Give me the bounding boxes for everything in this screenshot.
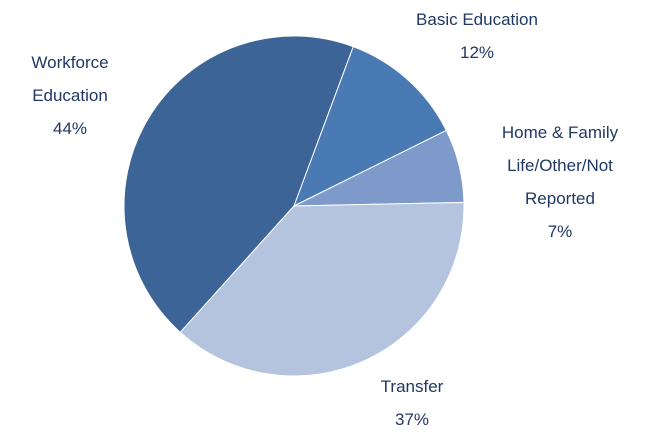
pie-slice bbox=[293, 46, 447, 208]
pie-slice bbox=[179, 201, 465, 377]
category-label: Transfer bbox=[380, 377, 444, 396]
value-label: 7% bbox=[547, 222, 573, 241]
pie-slice bbox=[123, 35, 354, 334]
slice-label: Basic Education 12% bbox=[377, 3, 577, 69]
category-label: Workforce Education bbox=[31, 53, 109, 105]
category-label: Basic Education bbox=[416, 10, 538, 29]
slice-label: Transfer 37% bbox=[332, 370, 492, 436]
category-label: Home & Family Life/Other/Not Reported bbox=[501, 123, 619, 208]
value-label: 44% bbox=[52, 119, 88, 138]
value-label: 37% bbox=[394, 410, 430, 429]
value-label: 12% bbox=[459, 43, 495, 62]
slice-label: Workforce Education 44% bbox=[10, 46, 130, 145]
slice-label: Home & Family Life/Other/Not Reported 7% bbox=[478, 116, 642, 248]
